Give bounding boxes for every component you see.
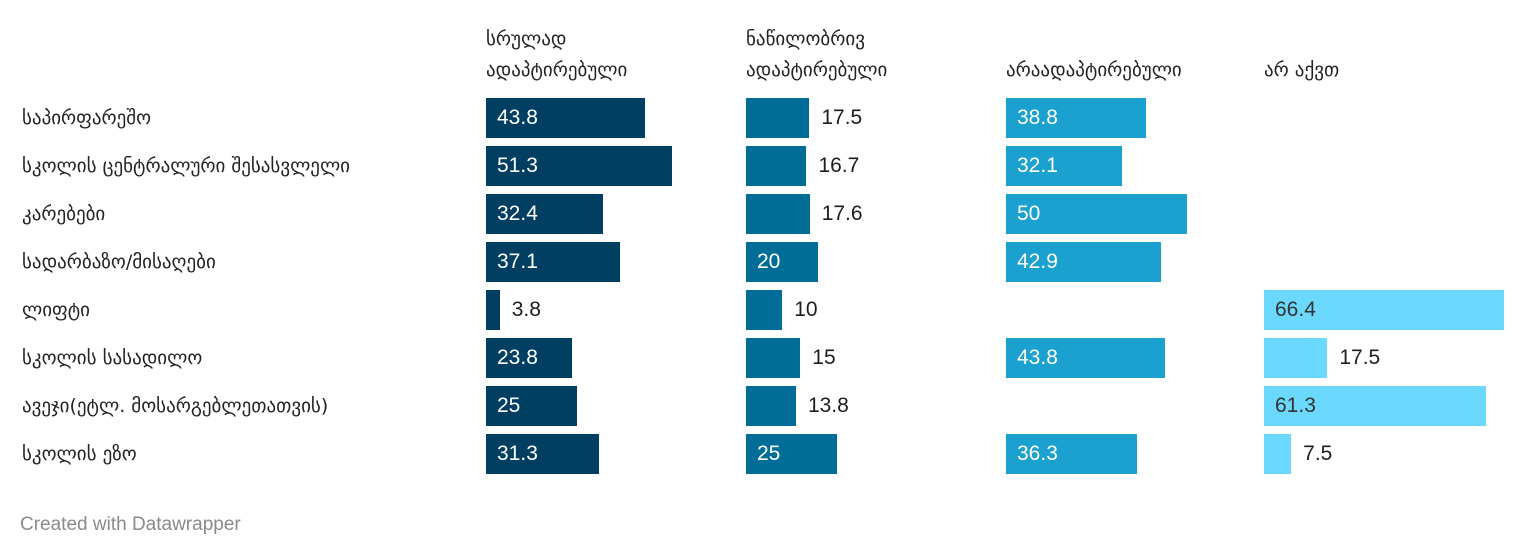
value-label: 61.3 xyxy=(1275,394,1316,417)
row-label: სკოლის სასადილო xyxy=(22,347,203,369)
bar xyxy=(486,194,604,234)
bar xyxy=(746,146,807,186)
row-label: ლიფტი xyxy=(22,299,91,321)
row-label: სადარბაზო/მისაღები xyxy=(22,251,216,273)
value-label: 32.1 xyxy=(1017,154,1058,177)
bar xyxy=(1006,194,1187,234)
value-label: 3.8 xyxy=(511,298,541,321)
value-label: 20 xyxy=(757,250,781,273)
bar xyxy=(486,98,645,138)
value-label: 25 xyxy=(497,394,521,417)
value-label: 23.8 xyxy=(497,346,538,369)
value-label: 43.8 xyxy=(497,106,538,129)
value-label: 51.3 xyxy=(497,154,538,177)
bar xyxy=(1264,434,1292,474)
bar xyxy=(486,386,577,426)
column-header: ადაპტირებული xyxy=(746,59,888,81)
value-label: 15 xyxy=(812,346,836,369)
value-label: 50 xyxy=(1017,202,1041,225)
bar xyxy=(486,338,573,378)
value-label: 43.8 xyxy=(1017,346,1058,369)
bar xyxy=(746,98,810,138)
value-label: 36.3 xyxy=(1017,442,1058,465)
value-label: 42.9 xyxy=(1017,250,1058,273)
bar xyxy=(746,338,801,378)
bar xyxy=(746,290,783,330)
bar xyxy=(746,434,837,474)
bar xyxy=(486,146,672,186)
column-header: ნაწილობრივ xyxy=(746,28,865,50)
column-header: სრულად xyxy=(486,28,567,50)
row-label: სკოლის ეზო xyxy=(22,443,137,465)
column-header: ადაპტირებული xyxy=(486,59,628,81)
value-label: 17.6 xyxy=(821,202,863,225)
column-header: არაადაპტირებული xyxy=(1006,59,1182,81)
bar xyxy=(1006,434,1138,474)
value-label: 16.7 xyxy=(818,154,860,177)
bar xyxy=(1006,338,1165,378)
value-label: 13.8 xyxy=(807,394,849,417)
bar xyxy=(1006,98,1147,138)
row-label: საპირფარეშო xyxy=(22,107,152,129)
value-label: 32.4 xyxy=(497,202,538,225)
value-label: 17.5 xyxy=(821,106,863,129)
value-label: 25 xyxy=(757,442,781,465)
value-label: 66.4 xyxy=(1275,298,1316,321)
bar xyxy=(1264,338,1328,378)
bar xyxy=(486,242,621,282)
value-label: 10 xyxy=(794,298,818,321)
value-label: 37.1 xyxy=(497,250,538,273)
bar xyxy=(486,290,500,330)
bar xyxy=(746,242,819,282)
column-header: არ აქვთ xyxy=(1264,59,1340,81)
bar xyxy=(1006,146,1123,186)
row-label: კარებები xyxy=(22,203,106,225)
bar xyxy=(1264,386,1486,426)
value-label: 17.5 xyxy=(1339,346,1381,369)
bar xyxy=(1006,242,1162,282)
value-label: 31.3 xyxy=(497,442,538,465)
value-label: 38.8 xyxy=(1017,106,1058,129)
bar xyxy=(1264,290,1505,330)
footer-credit: Created with Datawrapper xyxy=(20,514,241,535)
bar xyxy=(746,386,796,426)
bar xyxy=(746,194,810,234)
value-label: 7.5 xyxy=(1303,442,1333,465)
row-label: ავეჯი(ეტლ. მოსარგებლეთათვის) xyxy=(22,395,329,417)
row-label: სკოლის ცენტრალური შესასვლელი xyxy=(22,155,351,177)
bar xyxy=(486,434,600,474)
